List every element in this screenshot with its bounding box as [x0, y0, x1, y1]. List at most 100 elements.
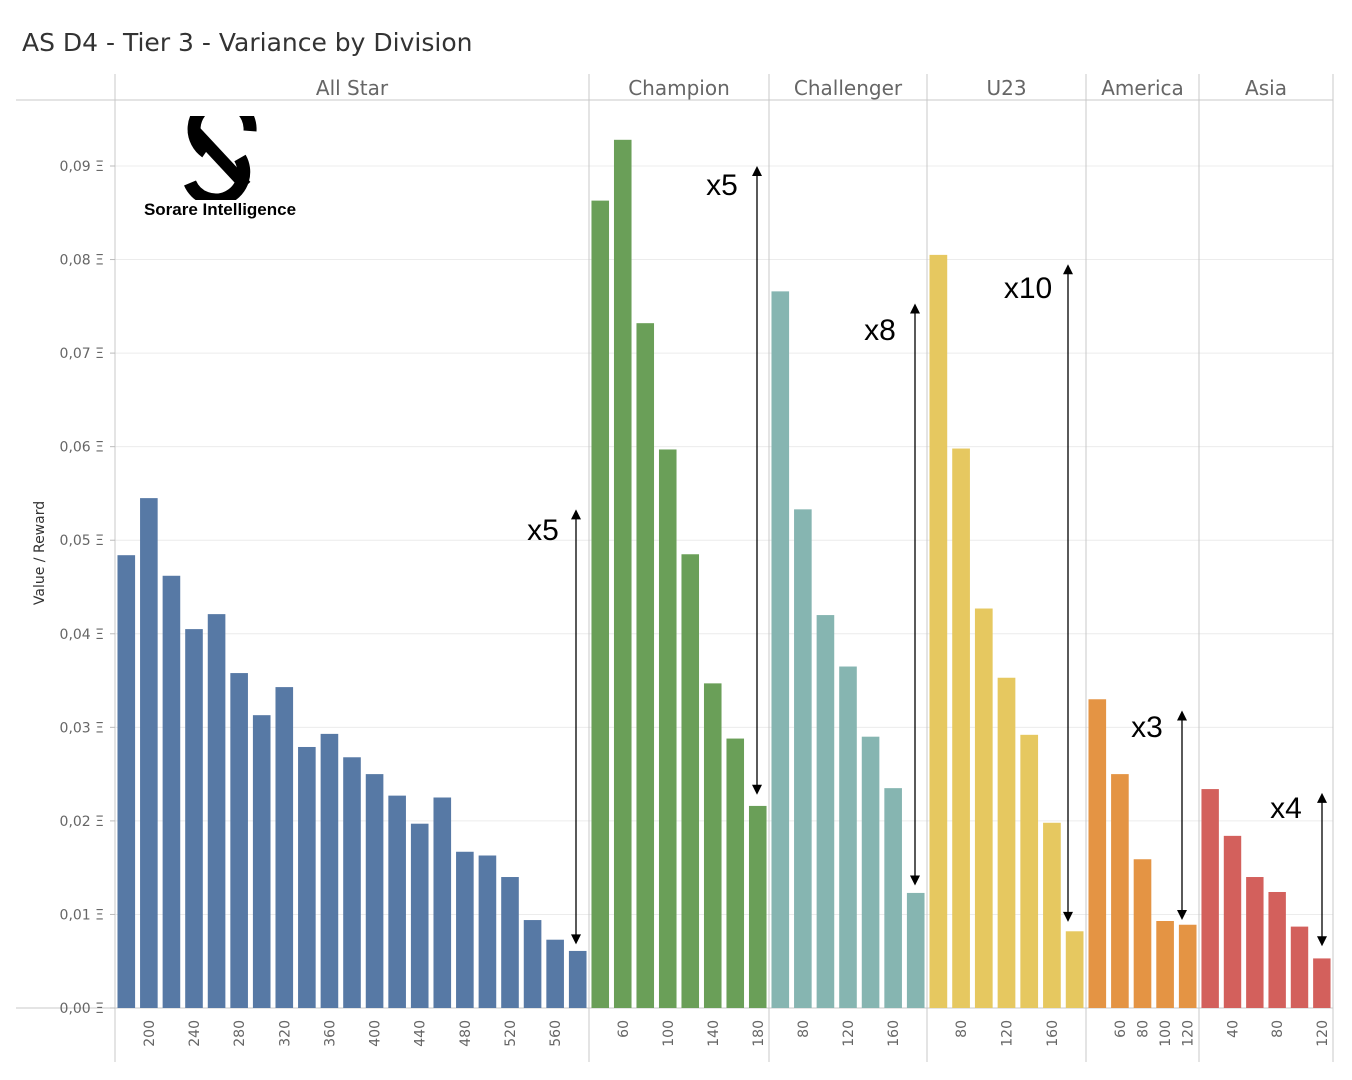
- bar: [501, 877, 519, 1008]
- bar: [658, 449, 677, 1008]
- x-tick-label: 480: [458, 1020, 474, 1047]
- x-tick-label: 100: [661, 1020, 677, 1047]
- x-tick-label: 360: [322, 1020, 338, 1047]
- y-axis: 0,00 Ξ 0,01 Ξ 0,02 Ξ 0,03 Ξ 0,04 Ξ 0,05 Ξ 0,06…: [60, 159, 115, 1017]
- bar: [252, 715, 271, 1008]
- division-headers: All Star Champion Challenger U23 America Asia: [316, 76, 1287, 100]
- x-tick-label: 140: [706, 1020, 722, 1047]
- arrow-head-up: [571, 509, 581, 520]
- variance-annotation-label: x5: [527, 514, 559, 547]
- bar: [456, 851, 474, 1008]
- bar: [568, 950, 587, 1008]
- sorare-logo-icon: [184, 116, 257, 200]
- x-tick-label: 320: [277, 1020, 293, 1047]
- bar: [1043, 822, 1061, 1008]
- bar: [230, 673, 248, 1008]
- bar: [1290, 926, 1309, 1008]
- bar: [365, 774, 384, 1008]
- y-tick-label: 0,05 Ξ: [60, 533, 104, 549]
- bar: [410, 823, 429, 1008]
- x-tick-label: 80: [954, 1020, 970, 1038]
- bar: [726, 738, 745, 1008]
- bar: [1111, 774, 1129, 1008]
- variance-annotation-label: x8: [864, 314, 896, 347]
- bar: [1313, 958, 1331, 1008]
- bar: [523, 920, 542, 1008]
- bars: [117, 139, 1331, 1009]
- arrow-head-down: [571, 934, 581, 945]
- arrow-head-down: [1317, 936, 1327, 947]
- x-tick-label: 400: [368, 1020, 384, 1047]
- y-tick-label: 0,01 Ξ: [60, 907, 104, 923]
- bar: [117, 555, 136, 1008]
- y-tick-label: 0,08 Ξ: [60, 253, 104, 269]
- y-tick-label: 0,09 Ξ: [60, 159, 104, 175]
- bar: [997, 677, 1016, 1008]
- x-tick-label: 80: [1136, 1020, 1152, 1038]
- arrow-head-up: [1177, 710, 1187, 721]
- bar: [1156, 920, 1174, 1008]
- bar: [320, 733, 339, 1008]
- bar: [906, 892, 925, 1008]
- division-header-asia: Asia: [1245, 76, 1287, 100]
- arrow-head-down: [1177, 910, 1187, 921]
- bar: [298, 746, 316, 1008]
- bar: [591, 200, 610, 1009]
- bar: [636, 323, 655, 1008]
- y-tick-label: 0,00 Ξ: [60, 1001, 104, 1017]
- arrow-head-up: [1317, 792, 1327, 803]
- bar: [952, 448, 970, 1008]
- y-tick-label: 0,06 Ξ: [60, 440, 104, 456]
- bar: [140, 498, 158, 1008]
- x-tick-label: 160: [886, 1020, 902, 1047]
- bar: [794, 509, 812, 1008]
- x-tick-label: 180: [751, 1020, 767, 1047]
- bar: [748, 805, 767, 1008]
- bar: [681, 554, 700, 1008]
- x-tick-label: 280: [232, 1020, 248, 1047]
- arrow-head-down: [910, 875, 920, 886]
- bar: [839, 666, 857, 1008]
- bar: [546, 939, 564, 1008]
- variance-annotation-label: x4: [1270, 792, 1302, 825]
- bar: [1133, 859, 1152, 1008]
- x-tick-label: 40: [1226, 1020, 1242, 1038]
- bar: [1088, 699, 1107, 1008]
- x-tick-label: 80: [796, 1020, 812, 1038]
- variance-annotation-label: x10: [1004, 272, 1052, 305]
- bar: [388, 795, 406, 1008]
- x-tick-label: 520: [503, 1020, 519, 1047]
- variance-annotation-label: x3: [1131, 711, 1163, 744]
- division-header-champion: Champion: [628, 76, 730, 100]
- bar: [816, 615, 835, 1008]
- y-tick-label: 0,07 Ξ: [60, 346, 104, 362]
- division-header-america: America: [1101, 76, 1184, 100]
- division-header-challenger: Challenger: [794, 76, 903, 100]
- x-tick-label: 440: [413, 1020, 429, 1047]
- bar: [162, 575, 181, 1008]
- bar: [884, 788, 902, 1008]
- x-tick-label: 120: [1000, 1020, 1016, 1047]
- bar: [275, 687, 294, 1008]
- bar: [1223, 835, 1242, 1008]
- bar: [1178, 924, 1197, 1008]
- y-axis-label: Value / Reward: [32, 501, 48, 605]
- bar: [613, 139, 632, 1008]
- bar: [1201, 789, 1219, 1008]
- y-tick-label: 0,04 Ξ: [60, 627, 104, 643]
- arrow-head-down: [1063, 911, 1073, 922]
- x-axis-ticks: 200 240 280 320 360 400 440 480 520 560 60 100 140 18…: [142, 1020, 1331, 1047]
- y-tick-label: 0,03 Ξ: [60, 720, 104, 736]
- logo-text: Sorare Intelligence: [143, 200, 297, 219]
- bar: [1065, 931, 1084, 1008]
- bar: [771, 291, 790, 1008]
- x-tick-label: 60: [1113, 1020, 1129, 1038]
- x-tick-label: 560: [548, 1020, 564, 1047]
- gridlines: [115, 165, 1333, 915]
- y-tick-label: 0,02 Ξ: [60, 814, 104, 830]
- sorare-intelligence-logo: Sorare Intelligence: [128, 116, 312, 226]
- bar: [1246, 877, 1264, 1008]
- chart-title: AS D4 - Tier 3 - Variance by Division: [22, 28, 473, 57]
- bar: [1020, 734, 1039, 1008]
